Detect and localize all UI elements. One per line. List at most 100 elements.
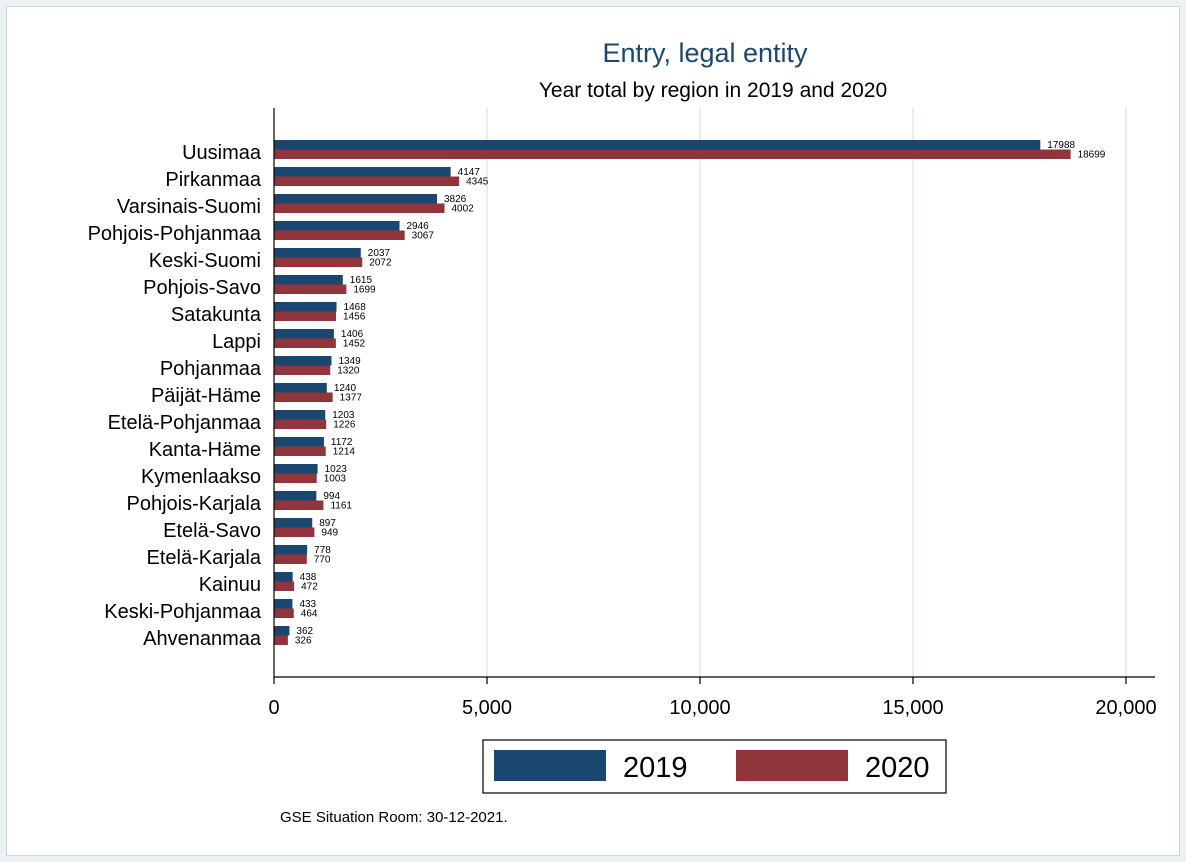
data-label: 994 <box>323 491 340 502</box>
data-label: 1203 <box>332 410 355 421</box>
x-tick-label: 15,000 <box>882 697 943 719</box>
data-label: 4147 <box>458 167 481 178</box>
data-label: 1023 <box>325 464 348 475</box>
x-axis: 0 5,000 10,000 15,000 20,000 <box>268 108 1157 719</box>
data-label: 326 <box>295 636 312 647</box>
bar-2019 <box>274 356 332 366</box>
data-label: 778 <box>314 545 331 556</box>
data-label: 2037 <box>368 248 391 259</box>
x-tick-label: 5,000 <box>462 697 512 719</box>
x-tick-label: 0 <box>268 697 279 719</box>
bar-2020 <box>274 446 326 456</box>
data-label: 1161 <box>330 501 352 512</box>
data-label: 1320 <box>337 366 360 377</box>
bar-2020 <box>274 419 327 429</box>
bar-2019 <box>274 329 334 339</box>
bar-2019 <box>274 248 361 258</box>
bar-2020 <box>274 635 288 645</box>
legend-label: 2019 <box>623 752 688 784</box>
category-label: Satakunta <box>171 304 262 326</box>
category-label: Pohjois-Pohjanmaa <box>88 223 262 245</box>
data-label: 1349 <box>338 356 361 367</box>
data-label: 1406 <box>341 329 364 340</box>
legend-swatch-2019 <box>494 750 606 781</box>
data-label: 1468 <box>344 302 367 313</box>
category-label: Pohjois-Karjala <box>126 493 261 515</box>
bar-2020 <box>274 149 1071 159</box>
data-label: 472 <box>301 582 318 593</box>
bar-2019 <box>274 464 318 474</box>
category-label: Keski-Suomi <box>149 250 261 272</box>
data-label: 1377 <box>340 393 363 404</box>
category-label: Varsinais-Suomi <box>117 196 261 218</box>
category-label: Ahvenanmaa <box>143 628 262 650</box>
bar-2019 <box>274 167 451 177</box>
bar-2020 <box>274 473 317 483</box>
bar-2019 <box>274 518 313 528</box>
category-label: Etelä-Savo <box>163 520 261 542</box>
source-note: GSE Situation Room: 30-12-2021. <box>280 809 508 826</box>
bar-2020 <box>274 311 337 321</box>
category-label: Päijät-Häme <box>151 385 261 407</box>
bar-2020 <box>274 284 347 294</box>
data-label: 17988 <box>1047 140 1075 151</box>
y-axis-labels: Uusimaa Pirkanmaa Varsinais-Suomi Pohjois-P… <box>88 142 262 650</box>
bar-2020 <box>274 392 333 402</box>
category-label: Pirkanmaa <box>165 169 261 191</box>
data-label: 1226 <box>333 420 356 431</box>
data-label: 1699 <box>353 285 376 296</box>
data-label: 18699 <box>1078 150 1106 161</box>
data-label: 438 <box>300 572 317 583</box>
chart-title: Entry, legal entity <box>602 38 808 68</box>
legend-swatch-2020 <box>736 750 848 781</box>
data-label: 1172 <box>331 437 353 448</box>
bar-2020 <box>274 230 405 240</box>
bar-2019 <box>274 410 326 420</box>
bar-2020 <box>274 176 460 186</box>
bar-2019 <box>274 545 308 555</box>
category-label: Kanta-Häme <box>149 439 261 461</box>
bar-2020 <box>274 581 295 591</box>
data-label: 1615 <box>350 275 373 286</box>
data-label: 1452 <box>343 339 366 350</box>
bar-2019 <box>274 275 343 285</box>
bar-2020 <box>274 257 363 267</box>
bar-2020 <box>274 527 315 537</box>
data-label: 1003 <box>324 474 347 485</box>
data-label: 3067 <box>412 231 435 242</box>
data-label: 1240 <box>334 383 357 394</box>
legend: 2019 2020 <box>482 739 947 794</box>
category-label: Lappi <box>212 331 261 353</box>
data-label: 897 <box>319 518 336 529</box>
bar-2019 <box>274 572 293 582</box>
bar-2020 <box>274 500 324 510</box>
category-label: Pohjois-Savo <box>143 277 261 299</box>
bar-2019 <box>274 599 293 609</box>
category-label: Uusimaa <box>182 142 262 164</box>
bar-2019 <box>274 491 317 501</box>
data-label: 1214 <box>333 447 356 458</box>
data-label: 949 <box>321 528 338 539</box>
data-label: 2072 <box>369 258 392 269</box>
category-label: Kainuu <box>199 574 261 596</box>
category-label: Keski-Pohjanmaa <box>104 601 262 623</box>
category-label: Etelä-Karjala <box>146 547 261 569</box>
data-label: 4002 <box>451 204 474 215</box>
bar-2019 <box>274 194 437 204</box>
x-tick-label: 10,000 <box>669 697 730 719</box>
bar-2020 <box>274 365 331 375</box>
bar-2019 <box>274 140 1041 150</box>
bar-2019 <box>274 221 400 231</box>
bar-2019 <box>274 383 327 393</box>
x-tick-label: 20,000 <box>1095 697 1156 719</box>
legend-label: 2020 <box>865 752 930 784</box>
bar-2019 <box>274 437 324 447</box>
category-label: Pohjanmaa <box>160 358 262 380</box>
bar-2019 <box>274 626 290 636</box>
data-label: 4345 <box>466 177 489 188</box>
category-label: Kymenlaakso <box>141 466 261 488</box>
category-label: Etelä-Pohjanmaa <box>108 412 262 434</box>
gridlines <box>486 108 1127 677</box>
